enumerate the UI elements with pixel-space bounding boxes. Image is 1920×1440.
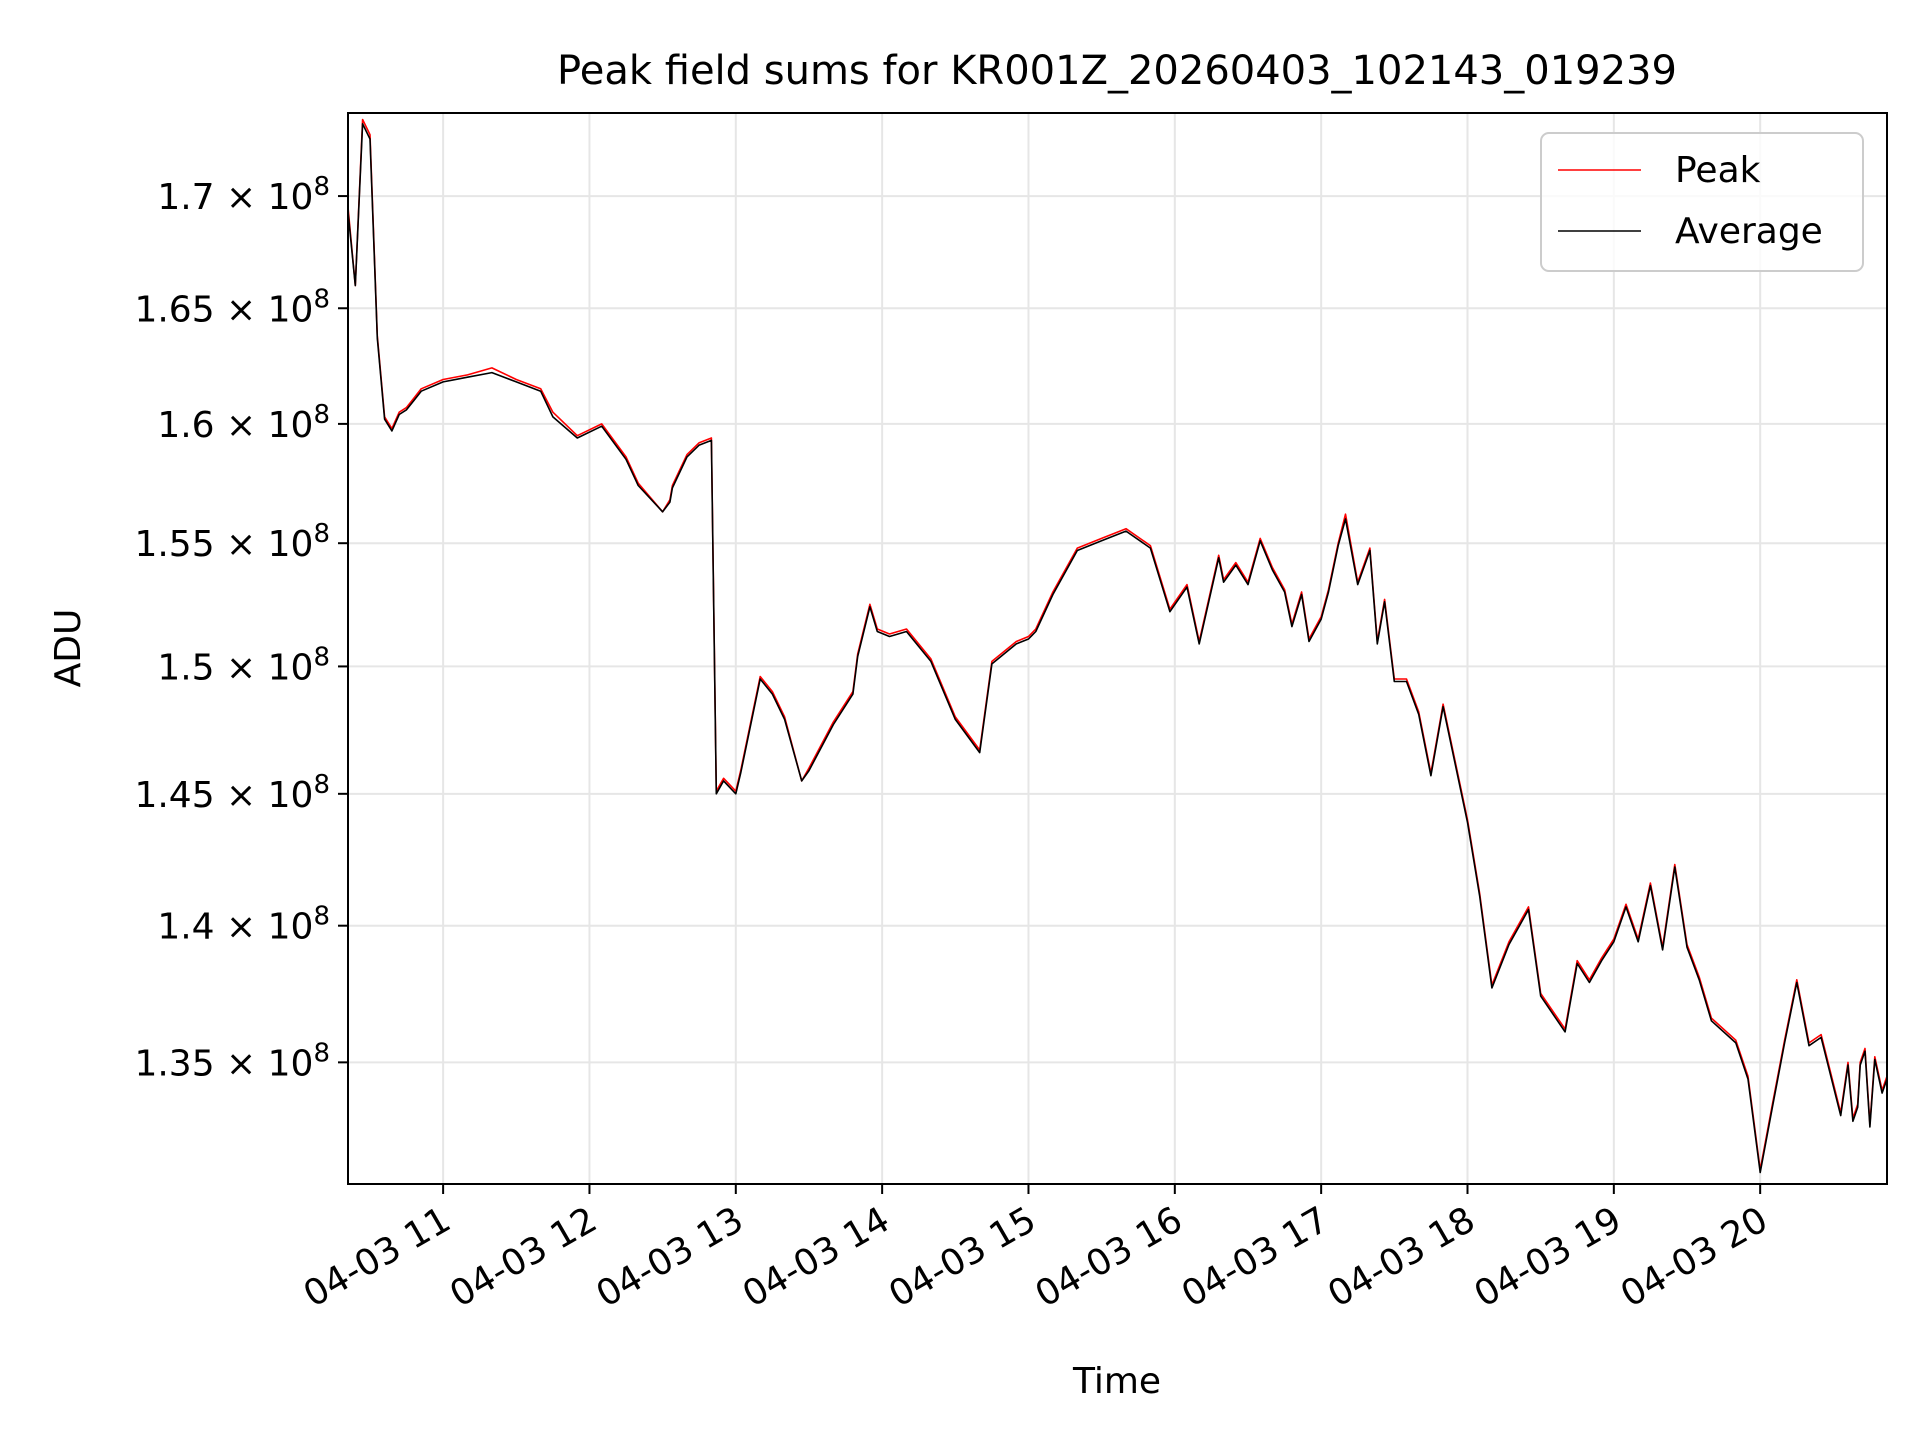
y-tick-label: 1.65 × 108 [134, 284, 330, 330]
y-tick-label: 1.6 × 108 [157, 400, 330, 446]
grid [348, 113, 1887, 1184]
y-axis-label: ADU [48, 609, 89, 688]
y-tick-label: 1.55 × 108 [134, 519, 330, 565]
y-tick-label: 1.7 × 108 [157, 172, 330, 218]
legend: Peak Average [1540, 132, 1864, 272]
y-tick-label: 1.5 × 108 [157, 642, 330, 688]
y-tick-label: 1.35 × 108 [134, 1038, 330, 1084]
plot-frame [347, 112, 1888, 1185]
x-axis-label: Time [1072, 1361, 1161, 1402]
y-tick-label: 1.4 × 108 [157, 902, 330, 948]
legend-box [1540, 132, 1864, 272]
series-layer [347, 118, 1888, 1174]
series-line-average [347, 123, 1888, 1174]
y-axis: 1.35 × 108 1.4 × 108 1.45 × 108 1.5 × 108 1.… [134, 172, 348, 1084]
y-tick-label: 1.45 × 108 [134, 770, 330, 816]
legend-label-average: Average [1675, 211, 1823, 252]
chart-title: Peak field sums for KR001Z_20260403_1021… [557, 48, 1677, 94]
legend-label-peak: Peak [1675, 150, 1761, 191]
